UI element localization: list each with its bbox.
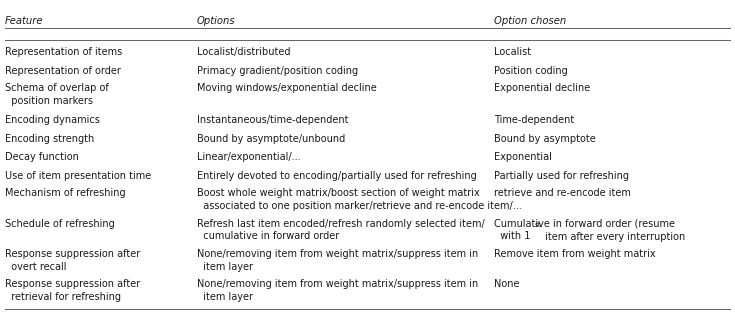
Text: None/removing item from weight matrix/suppress item in
  item layer: None/removing item from weight matrix/su… [197, 249, 478, 271]
Text: Bound by asymptote/unbound: Bound by asymptote/unbound [197, 134, 345, 144]
Text: Option chosen: Option chosen [494, 15, 566, 26]
Text: Localist: Localist [494, 47, 531, 57]
Text: Response suppression after
  overt recall: Response suppression after overt recall [5, 249, 140, 271]
Text: Encoding strength: Encoding strength [5, 134, 94, 144]
Text: Remove item from weight matrix: Remove item from weight matrix [494, 249, 656, 259]
Text: None/removing item from weight matrix/suppress item in
  item layer: None/removing item from weight matrix/su… [197, 279, 478, 302]
Text: Bound by asymptote: Bound by asymptote [494, 134, 595, 144]
Text: Representation of order: Representation of order [5, 66, 121, 76]
Text: item after every interruption: item after every interruption [542, 232, 685, 242]
Text: Entirely devoted to encoding/partially used for refreshing: Entirely devoted to encoding/partially u… [197, 171, 477, 181]
Text: retrieve and re-encode item: retrieve and re-encode item [494, 188, 631, 198]
Text: Mechanism of refreshing: Mechanism of refreshing [5, 188, 126, 198]
Text: Refresh last item encoded/refresh randomly selected item/
  cumulative in forwar: Refresh last item encoded/refresh random… [197, 219, 484, 241]
Text: Options: Options [197, 15, 236, 26]
Text: Encoding dynamics: Encoding dynamics [5, 115, 100, 125]
Text: Position coding: Position coding [494, 66, 567, 76]
Text: None: None [494, 279, 520, 289]
Text: Boost whole weight matrix/boost section of weight matrix
  associated to one pos: Boost whole weight matrix/boost section … [197, 188, 522, 211]
Text: Partially used for refreshing: Partially used for refreshing [494, 171, 629, 181]
Text: Feature: Feature [5, 15, 43, 26]
Text: Instantaneous/time-dependent: Instantaneous/time-dependent [197, 115, 348, 125]
Text: Exponential: Exponential [494, 152, 552, 162]
Text: Schedule of refreshing: Schedule of refreshing [5, 219, 115, 228]
Text: Representation of items: Representation of items [5, 47, 123, 57]
Text: st: st [534, 222, 541, 228]
Text: Response suppression after
  retrieval for refreshing: Response suppression after retrieval for… [5, 279, 140, 302]
Text: Linear/exponential/...: Linear/exponential/... [197, 152, 301, 162]
Text: Decay function: Decay function [5, 152, 79, 162]
Text: Primacy gradient/position coding: Primacy gradient/position coding [197, 66, 358, 76]
Text: Use of item presentation time: Use of item presentation time [5, 171, 151, 181]
Text: Schema of overlap of
  position markers: Schema of overlap of position markers [5, 83, 109, 106]
Text: Cumulative in forward order (resume
  with 1: Cumulative in forward order (resume with… [494, 219, 675, 241]
Text: Localist/distributed: Localist/distributed [197, 47, 290, 57]
Text: Exponential decline: Exponential decline [494, 83, 590, 93]
Text: Moving windows/exponential decline: Moving windows/exponential decline [197, 83, 377, 93]
Text: Time-dependent: Time-dependent [494, 115, 574, 125]
